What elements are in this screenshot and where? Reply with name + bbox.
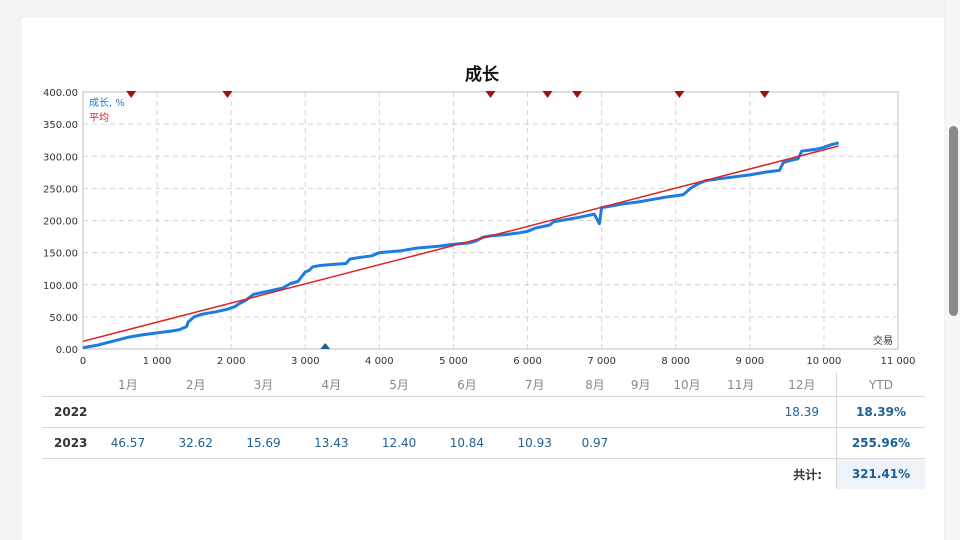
month-header: 12月	[768, 373, 837, 397]
month-header: 4月	[297, 373, 365, 397]
month-value	[714, 397, 768, 428]
month-value: 10.84	[433, 428, 501, 459]
growth-chart: 0 1 000 2 000 3 000 4 000 5 000 6 000 7 000 8 00…	[0, 0, 960, 372]
x-axis-label: 交易	[873, 334, 893, 347]
x-tick-label: 6 000	[513, 356, 542, 367]
month-value	[660, 397, 714, 428]
ytd-header: YTD	[837, 373, 926, 397]
y-tick-label: 150.00	[43, 249, 78, 260]
x-tick-label: 4 000	[365, 356, 394, 367]
year-cell: 2022	[42, 397, 94, 428]
table-total-row: 共计: 321.41%	[42, 459, 925, 490]
total-value: 321.41%	[837, 459, 926, 490]
y-tick-label: 350.00	[43, 120, 78, 131]
month-value	[621, 428, 660, 459]
month-value	[569, 397, 622, 428]
chart-title: 成长	[465, 64, 500, 85]
table-row-2022: 2022 18.39 18.39%	[42, 397, 925, 428]
year-column-header	[42, 373, 94, 397]
y-tick-label: 250.00	[43, 184, 78, 195]
legend-growth: 成长, %	[89, 97, 125, 109]
month-header: 11月	[714, 373, 768, 397]
month-header: 3月	[230, 373, 298, 397]
month-header: 2月	[162, 373, 230, 397]
x-tick-label: 9 000	[735, 356, 764, 367]
y-tick-label: 400.00	[43, 88, 78, 99]
month-value	[297, 397, 365, 428]
total-label: 共计:	[42, 459, 837, 490]
month-value	[768, 428, 837, 459]
x-tick-label: 10 000	[806, 356, 841, 367]
month-value	[94, 397, 162, 428]
month-value: 0.97	[569, 428, 622, 459]
month-header: 5月	[365, 373, 433, 397]
x-tick-label: 0	[80, 356, 86, 367]
month-value	[621, 397, 660, 428]
month-value	[365, 397, 433, 428]
ytd-value: 255.96%	[837, 428, 926, 459]
x-tick-label: 8 000	[661, 356, 690, 367]
x-tick-label: 1 000	[143, 356, 172, 367]
y-tick-label: 300.00	[43, 152, 78, 163]
monthly-performance-table: 1月 2月 3月 4月 5月 6月 7月 8月 9月 10月 11月 12月 Y…	[42, 373, 925, 489]
ytd-value: 18.39%	[837, 397, 926, 428]
x-tick-label: 3 000	[291, 356, 320, 367]
month-value: 32.62	[162, 428, 230, 459]
year-cell: 2023	[42, 428, 94, 459]
month-value: 46.57	[94, 428, 162, 459]
month-value: 12.40	[365, 428, 433, 459]
month-value	[714, 428, 768, 459]
month-value	[660, 428, 714, 459]
y-tick-label: 50.00	[49, 313, 78, 324]
y-tick-label: 100.00	[43, 281, 78, 292]
table-header-row: 1月 2月 3月 4月 5月 6月 7月 8月 9月 10月 11月 12月 Y…	[42, 373, 925, 397]
month-header: 7月	[501, 373, 569, 397]
month-value: 10.93	[501, 428, 569, 459]
month-value	[162, 397, 230, 428]
month-value	[501, 397, 569, 428]
x-tick-label: 2 000	[217, 356, 246, 367]
x-tick-label: 7 000	[587, 356, 616, 367]
x-tick-label: 11 000	[881, 356, 916, 367]
legend-average: 平均	[89, 112, 109, 124]
y-tick-label: 200.00	[43, 217, 78, 228]
month-value	[433, 397, 501, 428]
month-header: 6月	[433, 373, 501, 397]
month-header: 8月	[569, 373, 622, 397]
month-value: 18.39	[768, 397, 837, 428]
x-tick-label: 5 000	[439, 356, 468, 367]
month-value: 15.69	[230, 428, 298, 459]
month-value: 13.43	[297, 428, 365, 459]
month-value	[230, 397, 298, 428]
table-row-2023: 2023 46.57 32.62 15.69 13.43 12.40 10.84…	[42, 428, 925, 459]
month-header: 9月	[621, 373, 660, 397]
month-header: 10月	[660, 373, 714, 397]
month-header: 1月	[94, 373, 162, 397]
y-tick-label: 0.00	[56, 345, 78, 356]
